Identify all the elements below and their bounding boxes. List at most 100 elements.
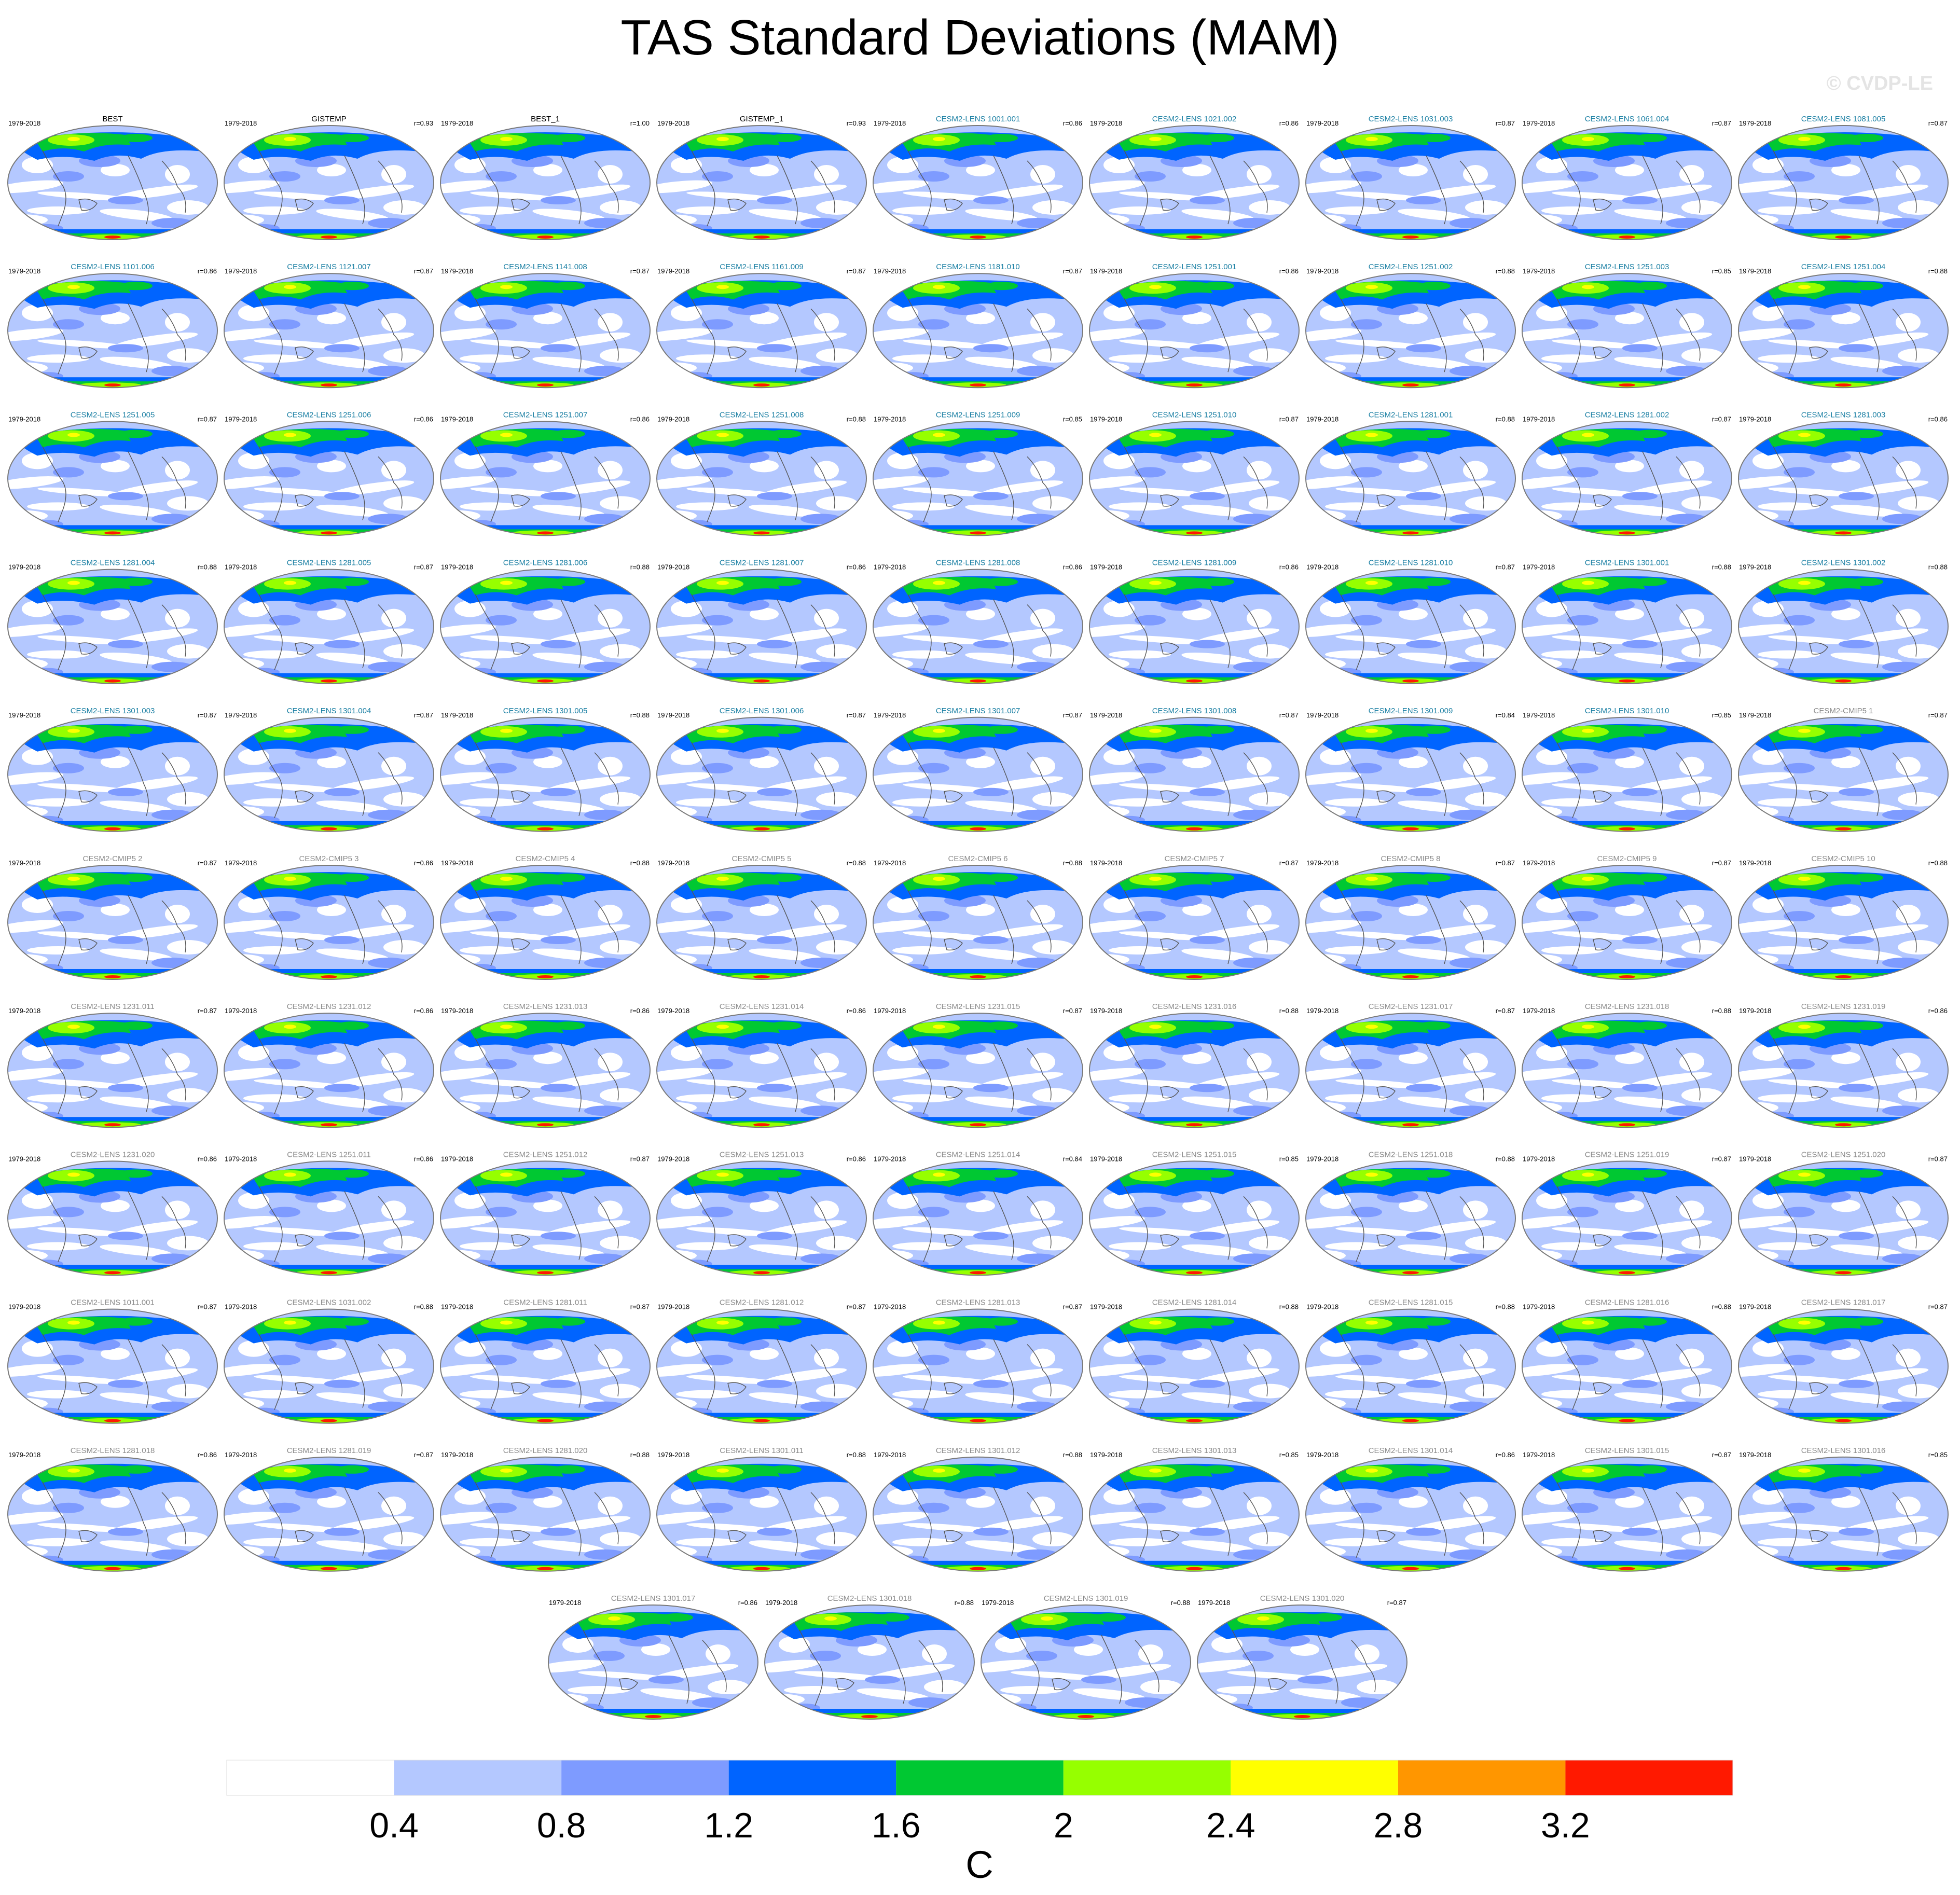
map-panel: 1979-2018 CESM2-LENS 1251.011 r=0.86 xyxy=(206,1150,435,1280)
panel-period-label: 1979-2018 xyxy=(1739,859,1771,867)
panel-period-label: 1979-2018 xyxy=(1090,859,1122,867)
panel-correlation-label: r=0.86 xyxy=(847,563,866,571)
map-panel: 1979-2018 CESM2-LENS 1281.020 r=0.88 xyxy=(423,1446,652,1576)
panel-title: CESM2-LENS 1231.013 xyxy=(503,1002,588,1011)
panel-title: CESM2-LENS 1301.015 xyxy=(1585,1446,1669,1455)
panel-title: CESM2-LENS 1081.005 xyxy=(1801,115,1886,123)
tas-stddev-map xyxy=(963,1603,1192,1724)
panel-title: CESM2-LENS 1251.007 xyxy=(503,410,588,419)
panel-correlation-label: r=0.87 xyxy=(1496,563,1515,571)
panel-correlation-label: r=0.88 xyxy=(1171,1599,1190,1607)
panel-period-label: 1979-2018 xyxy=(441,415,473,423)
panel-title: CESM2-LENS 1281.002 xyxy=(1585,410,1669,419)
tas-stddev-map xyxy=(206,123,435,245)
panel-correlation-label: r=0.86 xyxy=(1279,119,1299,127)
map-panel: 1979-2018 CESM2-LENS 1121.007 r=0.87 xyxy=(206,262,435,393)
panel-period-label: 1979-2018 xyxy=(441,119,473,127)
tas-stddev-map xyxy=(1504,863,1733,985)
map-panels-svg: 1979-2018 BEST 1979-2018 GISTEMP r=0.93 1979-… xyxy=(0,115,1960,1753)
tas-stddev-map xyxy=(855,568,1084,689)
panel-title: CESM2-LENS 1251.019 xyxy=(1585,1150,1669,1159)
panel-correlation-label: r=0.88 xyxy=(1279,1303,1299,1311)
panel-correlation-label: r=0.88 xyxy=(1928,859,1948,867)
map-panel: 1979-2018 CESM2-LENS 1251.014 r=0.84 xyxy=(855,1150,1084,1280)
panel-period-label: 1979-2018 xyxy=(225,563,257,571)
map-panel: 1979-2018 CESM2-LENS 1301.016 r=0.85 xyxy=(1721,1446,1950,1576)
panel-correlation-label: r=0.87 xyxy=(198,711,217,719)
figure-title: TAS Standard Deviations (MAM) xyxy=(620,10,1340,65)
panel-title: CESM2-LENS 1011.001 xyxy=(71,1298,154,1307)
tas-stddev-map xyxy=(1721,271,1950,393)
map-panel: 1979-2018 CESM2-LENS 1281.013 r=0.87 xyxy=(855,1298,1084,1429)
map-panel: 1979-2018 CESM2-LENS 1301.006 r=0.87 xyxy=(639,707,868,837)
tas-stddev-map xyxy=(423,419,652,541)
panel-title: CESM2-LENS 1281.014 xyxy=(1152,1298,1237,1307)
map-panel: 1979-2018 CESM2-LENS 1281.005 r=0.87 xyxy=(206,559,435,689)
panel-correlation-label: r=0.87 xyxy=(1928,1303,1948,1311)
map-panel: 1979-2018 CESM2-LENS 1081.005 r=0.87 xyxy=(1721,115,1950,245)
colorbar-segment xyxy=(1063,1760,1231,1795)
panel-period-label: 1979-2018 xyxy=(1739,1451,1771,1459)
panel-period-label: 1979-2018 xyxy=(441,1451,473,1459)
panel-period-label: 1979-2018 xyxy=(8,1007,40,1015)
tas-stddev-map xyxy=(206,1455,435,1576)
tas-stddev-map xyxy=(639,271,868,393)
panel-period-label: 1979-2018 xyxy=(441,1155,473,1163)
panel-correlation-label: r=0.87 xyxy=(1928,1155,1948,1163)
panel-correlation-label: r=0.88 xyxy=(1496,415,1515,423)
tas-stddev-map xyxy=(1721,715,1950,837)
panel-period-label: 1979-2018 xyxy=(657,711,689,719)
tas-stddev-map xyxy=(206,1011,435,1132)
map-panel: 1979-2018 CESM2-LENS 1231.017 r=0.87 xyxy=(1288,1002,1517,1132)
panel-period-label: 1979-2018 xyxy=(1306,267,1338,275)
tas-stddev-map xyxy=(206,863,435,985)
panel-title: CESM2-CMIP5 9 xyxy=(1597,854,1657,863)
panel-title: CESM2-LENS 1251.010 xyxy=(1152,410,1237,419)
panel-period-label: 1979-2018 xyxy=(225,267,257,275)
colorbar-tick-label: 1.2 xyxy=(704,1806,753,1845)
tas-stddev-map xyxy=(855,715,1084,837)
panel-correlation-label: r=0.86 xyxy=(1063,119,1082,127)
tas-stddev-map xyxy=(1072,1159,1301,1280)
tas-stddev-map xyxy=(1072,1455,1301,1576)
panel-period-label: 1979-2018 xyxy=(8,1451,40,1459)
panel-period-label: 1979-2018 xyxy=(441,267,473,275)
tas-stddev-map xyxy=(1072,863,1301,985)
map-panel: 1979-2018 CESM2-LENS 1001.001 r=0.86 xyxy=(855,115,1084,245)
panel-title: CESM2-LENS 1231.018 xyxy=(1585,1002,1669,1011)
tas-stddev-map xyxy=(639,419,868,541)
panel-period-label: 1979-2018 xyxy=(1306,1451,1338,1459)
panel-correlation-label: r=0.88 xyxy=(847,859,866,867)
panel-correlation-label: r=0.85 xyxy=(1063,415,1082,423)
panel-period-label: 1979-2018 xyxy=(657,119,689,127)
panel-title: CESM2-LENS 1251.009 xyxy=(936,410,1020,419)
map-panel: 1979-2018 CESM2-LENS 1301.009 r=0.84 xyxy=(1288,707,1517,837)
map-panel: 1979-2018 CESM2-LENS 1301.017 r=0.86 xyxy=(531,1594,760,1724)
panel-correlation-label: r=0.86 xyxy=(1279,267,1299,275)
panel-correlation-label: r=0.86 xyxy=(414,415,433,423)
panel-title: CESM2-LENS 1301.010 xyxy=(1585,707,1669,715)
panel-correlation-label: r=0.87 xyxy=(630,1303,650,1311)
panel-title: CESM2-LENS 1251.006 xyxy=(287,410,371,419)
panel-period-label: 1979-2018 xyxy=(549,1599,581,1607)
tas-stddev-map xyxy=(1288,419,1517,541)
panel-period-label: 1979-2018 xyxy=(982,1599,1014,1607)
panel-correlation-label: r=0.87 xyxy=(847,711,866,719)
panel-correlation-label: r=0.88 xyxy=(1928,563,1948,571)
panel-period-label: 1979-2018 xyxy=(8,1303,40,1311)
map-panel: 1979-2018 CESM2-LENS 1231.012 r=0.86 xyxy=(206,1002,435,1132)
panel-period-label: 1979-2018 xyxy=(657,1451,689,1459)
panel-title: CESM2-LENS 1281.019 xyxy=(287,1446,371,1455)
panel-period-label: 1979-2018 xyxy=(1306,1303,1338,1311)
panel-correlation-label: r=0.87 xyxy=(1928,119,1948,127)
panel-correlation-label: r=0.86 xyxy=(198,1155,217,1163)
panel-title: CESM2-CMIP5 10 xyxy=(1811,854,1875,863)
panel-title: CESM2-LENS 1251.003 xyxy=(1585,262,1669,271)
panel-period-label: 1979-2018 xyxy=(1523,1303,1555,1311)
panel-correlation-label: r=0.86 xyxy=(1928,415,1948,423)
tas-stddev-map xyxy=(531,1603,760,1724)
panel-title: CESM2-LENS 1251.012 xyxy=(503,1150,588,1159)
tas-stddev-map xyxy=(1288,715,1517,837)
tas-stddev-map xyxy=(1288,271,1517,393)
panel-correlation-label: r=0.84 xyxy=(1496,711,1515,719)
